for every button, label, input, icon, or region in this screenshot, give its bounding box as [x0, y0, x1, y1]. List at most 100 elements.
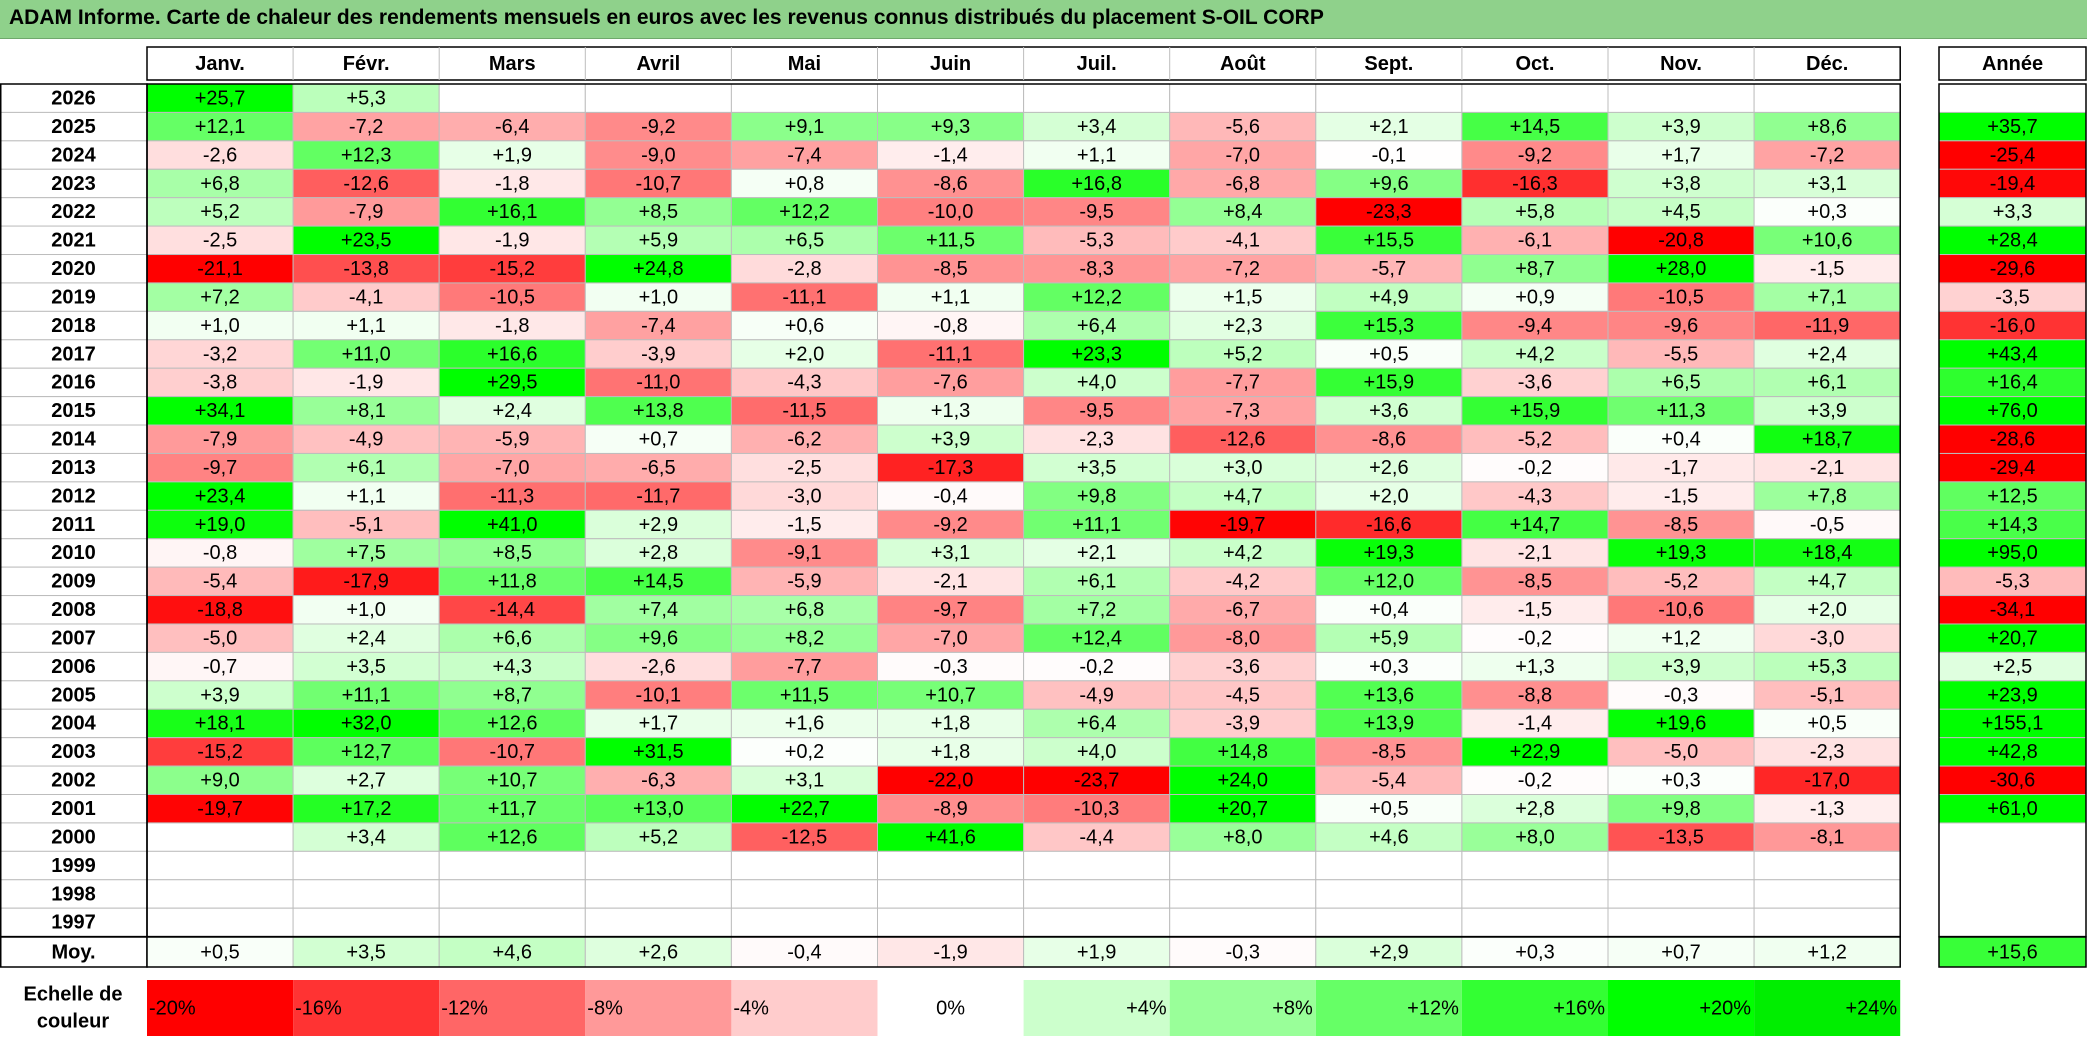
cell-value: -7,4 [787, 144, 821, 166]
heatmap-cell [438, 310, 586, 341]
heatmap-cell [438, 509, 586, 540]
cell-value: +13,6 [1364, 684, 1415, 706]
cell-value: -13,5 [1658, 826, 1704, 848]
heatmap-cell [1169, 83, 1317, 113]
cell-value: -0,3 [933, 656, 967, 678]
cell-value: -2,8 [787, 258, 821, 280]
cell-value: -0,1 [1372, 144, 1406, 166]
cell-value: +5,2 [1223, 343, 1262, 365]
heatmap-cell [1753, 566, 1901, 597]
average-label: Moy. [51, 941, 95, 963]
cell-value: -5,5 [1664, 343, 1698, 365]
cell-value: -19,7 [1220, 514, 1266, 536]
cell-value: +1,1 [931, 286, 970, 308]
cell-value: -1,4 [1518, 713, 1552, 735]
heatmap-cell [1169, 879, 1317, 909]
cell-value: +15,5 [1364, 230, 1415, 252]
cell-value: -4,9 [349, 429, 383, 451]
cell-value: -1,5 [1810, 258, 1844, 280]
year-label: 1998 [51, 883, 96, 905]
cell-value: -9,6 [1664, 315, 1698, 337]
cell-value: -1,9 [495, 230, 529, 252]
heatmap-cell [730, 310, 879, 341]
heatmap-cell [584, 339, 732, 369]
cell-value: +16,8 [1071, 173, 1122, 195]
cell-value: -8,5 [1664, 514, 1698, 536]
heatmap-cell [1169, 680, 1317, 710]
year-cell [0, 339, 148, 369]
heatmap-cell [146, 651, 294, 682]
cell-value: -2,3 [1810, 741, 1844, 763]
heatmap-cell [438, 282, 586, 312]
cell-value: -1,8 [495, 315, 529, 337]
year-label: 2005 [51, 684, 96, 706]
cell-value: +3,8 [1661, 173, 1700, 195]
cell-value: -9,2 [933, 514, 967, 536]
cell-value: +1,3 [931, 400, 970, 422]
heatmap-cell [877, 680, 1025, 710]
cell-value: +5,2 [200, 201, 239, 223]
cell-value: -5,9 [787, 571, 821, 593]
heatmap-cell [1607, 310, 1755, 341]
heatmap-cell [1315, 822, 1463, 852]
cell-value: +11,7 [488, 798, 537, 820]
heatmap-cell [1753, 282, 1901, 312]
cell-value: +12,1 [195, 116, 246, 138]
year-cell [0, 623, 148, 653]
heatmap-cell [730, 566, 879, 597]
heatmap-cell [1461, 651, 1609, 682]
cell-value: -5,7 [1372, 258, 1406, 280]
cell-value: -6,1 [1518, 230, 1552, 252]
cell-value: -8,5 [1518, 571, 1552, 593]
cell-value: +22,7 [779, 798, 830, 820]
heatmap-cell [438, 708, 586, 739]
cell-value: +12,3 [341, 144, 392, 166]
cell-value: +11,8 [488, 571, 537, 593]
scale-label-line1: Echelle de [24, 983, 123, 1005]
cell-value: -11,7 [636, 485, 680, 507]
cell-value: -4,4 [1079, 826, 1113, 848]
heatmap-cell [1315, 282, 1463, 312]
cell-value: -3,0 [1810, 627, 1844, 649]
heatmap-cell [1169, 509, 1317, 540]
cell-value: -8,5 [933, 258, 967, 280]
year-cell [0, 452, 148, 483]
heatmap-cell [292, 481, 440, 511]
cell-value: +5,8 [1515, 201, 1554, 223]
average-value: +0,3 [1515, 941, 1554, 963]
annual-cell [1938, 765, 2087, 796]
annual-cell [1938, 396, 2087, 426]
cell-value: +2,0 [1807, 599, 1846, 621]
cell-value: -12,5 [782, 826, 828, 848]
year-label: 2000 [51, 826, 96, 848]
heatmap-cell [438, 623, 586, 653]
heatmap-cell [730, 708, 879, 739]
heatmap-cell [1169, 623, 1317, 653]
cell-value: -2,5 [203, 230, 237, 252]
cell-value: -5,0 [203, 627, 237, 649]
cell-value: +12,7 [341, 741, 392, 763]
cell-value: +2,4 [1807, 343, 1846, 365]
cell-value: -15,2 [489, 258, 535, 280]
annual-value: -16,0 [1990, 315, 2036, 337]
annual-value: -29,4 [1990, 457, 2036, 479]
heatmap-cell [584, 225, 732, 256]
heatmap-cell [584, 83, 732, 113]
cell-value: +4,2 [1223, 542, 1262, 564]
cell-value: +13,8 [633, 400, 684, 422]
heatmap-cell [1607, 83, 1755, 113]
heatmap-cell [1315, 481, 1463, 511]
heatmap-cell [1315, 566, 1463, 597]
cell-value: -5,9 [495, 429, 529, 451]
cell-value: -3,0 [787, 485, 821, 507]
cell-value: -4,1 [349, 286, 383, 308]
cell-value: -2,3 [1079, 429, 1113, 451]
heatmap-cell [584, 140, 732, 170]
annual-cell [1938, 339, 2087, 369]
heatmap-cell [1753, 765, 1901, 796]
average-annual-cell [1938, 936, 2087, 968]
cell-value: +2,4 [346, 627, 385, 649]
heatmap-cell [438, 452, 586, 483]
average-value: +4,6 [493, 941, 532, 963]
cell-value: +2,9 [639, 514, 678, 536]
